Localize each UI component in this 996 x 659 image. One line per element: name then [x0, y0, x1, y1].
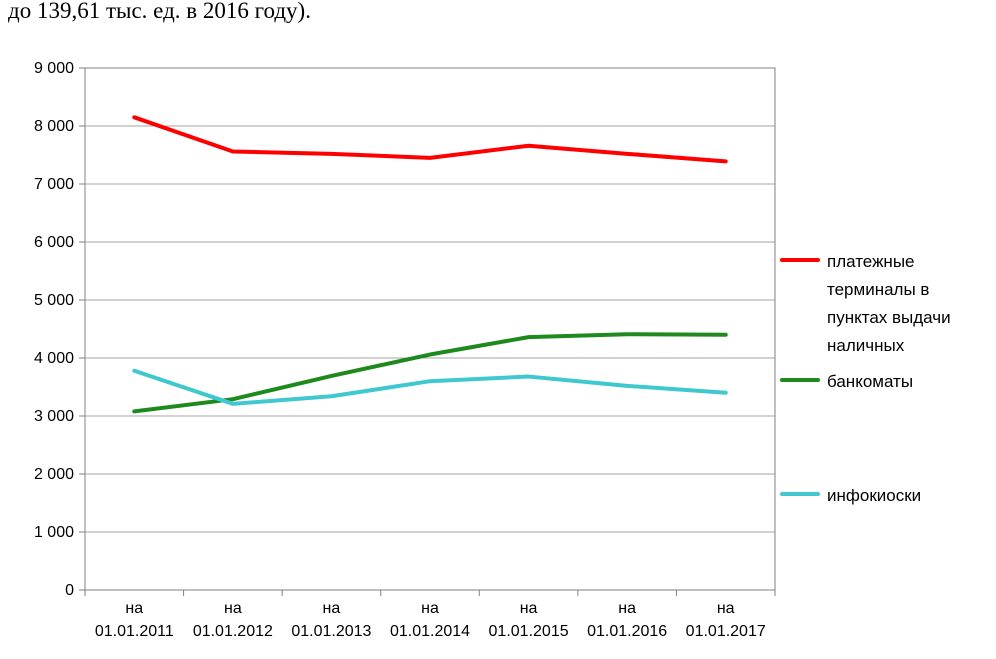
legend-swatch-payment-terminals	[780, 258, 820, 262]
x-axis-label: на 01.01.2015	[489, 600, 569, 640]
y-axis-label: 7 000	[34, 176, 74, 193]
plot-border	[84, 67, 776, 591]
series-line-0	[132, 115, 728, 164]
legend-swatch-infokiosks	[780, 492, 820, 496]
legend-item-atms: банкоматы	[780, 368, 957, 396]
legend-label-infokiosks: инфокиоски	[827, 486, 922, 505]
x-axis-label: на 01.01.2017	[686, 600, 766, 640]
legend-label-payment-terminals: платежные терминалы в пунктах выдачи нал…	[827, 252, 951, 355]
y-axis-label: 4 000	[34, 350, 74, 367]
x-axis-label: на 01.01.2011	[95, 600, 174, 640]
x-axis-label: на 01.01.2013	[291, 600, 371, 640]
y-axis-label: 8 000	[34, 118, 74, 135]
document-text: до 139,61 тыс. ед. в 2016 году).	[8, 0, 311, 23]
y-axis-label: 0	[65, 582, 74, 599]
y-axis-label: 2 000	[34, 466, 74, 483]
y-axis-label: 1 000	[34, 524, 74, 541]
y-axis-label: 3 000	[34, 408, 74, 425]
series-line-2	[132, 368, 728, 406]
legend-item-infokiosks: инфокиоски	[780, 482, 957, 510]
legend-item-payment-terminals: платежные терминалы в пунктах выдачи нал…	[780, 248, 957, 360]
x-axis-label: на 01.01.2016	[587, 600, 667, 640]
legend-swatch-atms	[780, 378, 820, 382]
x-axis-label: на 01.01.2014	[390, 600, 470, 640]
x-axis-label: на 01.01.2012	[193, 600, 273, 640]
y-axis-label: 6 000	[34, 234, 74, 251]
chart-legend: платежные терминалы в пунктах выдачи нал…	[778, 0, 996, 659]
series-line-1	[132, 332, 728, 414]
y-axis-label: 5 000	[34, 292, 74, 309]
legend-label-atms: банкоматы	[827, 372, 914, 391]
y-axis-label: 9 000	[34, 60, 74, 77]
